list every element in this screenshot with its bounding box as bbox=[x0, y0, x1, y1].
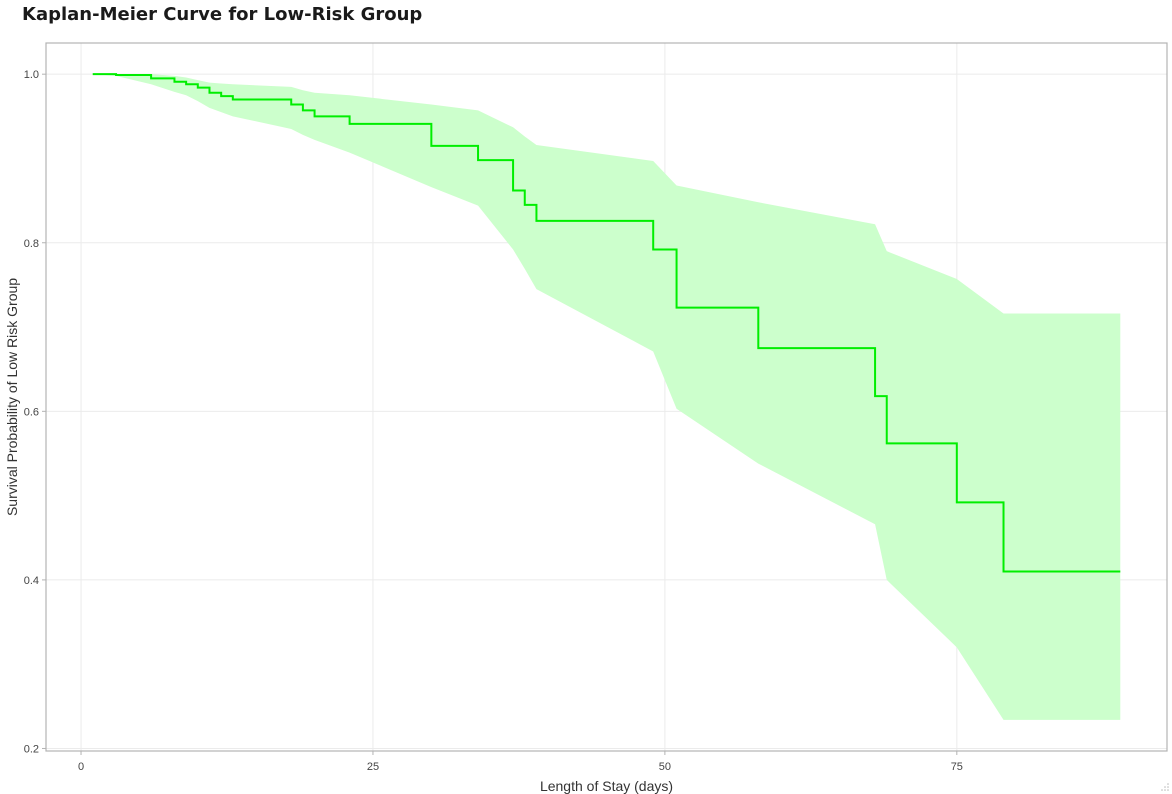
resize-grip-icon[interactable] bbox=[1160, 782, 1170, 792]
survival-step-line bbox=[92, 73, 1121, 573]
x-axis-title: Length of Stay (days) bbox=[540, 778, 673, 794]
y-axis-title: Survival Probability of Low Risk Group bbox=[4, 278, 20, 516]
y-tick-label: 0.6 bbox=[24, 406, 39, 418]
x-axis-ticks: 0 25 50 75 bbox=[78, 751, 963, 773]
y-tick-label: 0.4 bbox=[24, 575, 39, 587]
x-tick-label: 50 bbox=[659, 761, 671, 773]
confidence-band bbox=[92, 74, 1121, 720]
y-axis-ticks: 0.2 0.4 0.6 0.8 1.0 bbox=[24, 69, 46, 755]
grid-lines bbox=[46, 43, 1167, 751]
x-tick-label: 0 bbox=[78, 761, 84, 773]
x-tick-label: 25 bbox=[367, 761, 379, 773]
y-tick-label: 0.2 bbox=[24, 743, 39, 755]
y-tick-label: 0.8 bbox=[24, 238, 39, 250]
y-tick-label: 1.0 bbox=[24, 69, 39, 81]
plot-frame bbox=[45, 42, 1168, 752]
x-tick-label: 75 bbox=[951, 761, 963, 773]
chart-title: Kaplan-Meier Curve for Low-Risk Group bbox=[22, 4, 423, 25]
